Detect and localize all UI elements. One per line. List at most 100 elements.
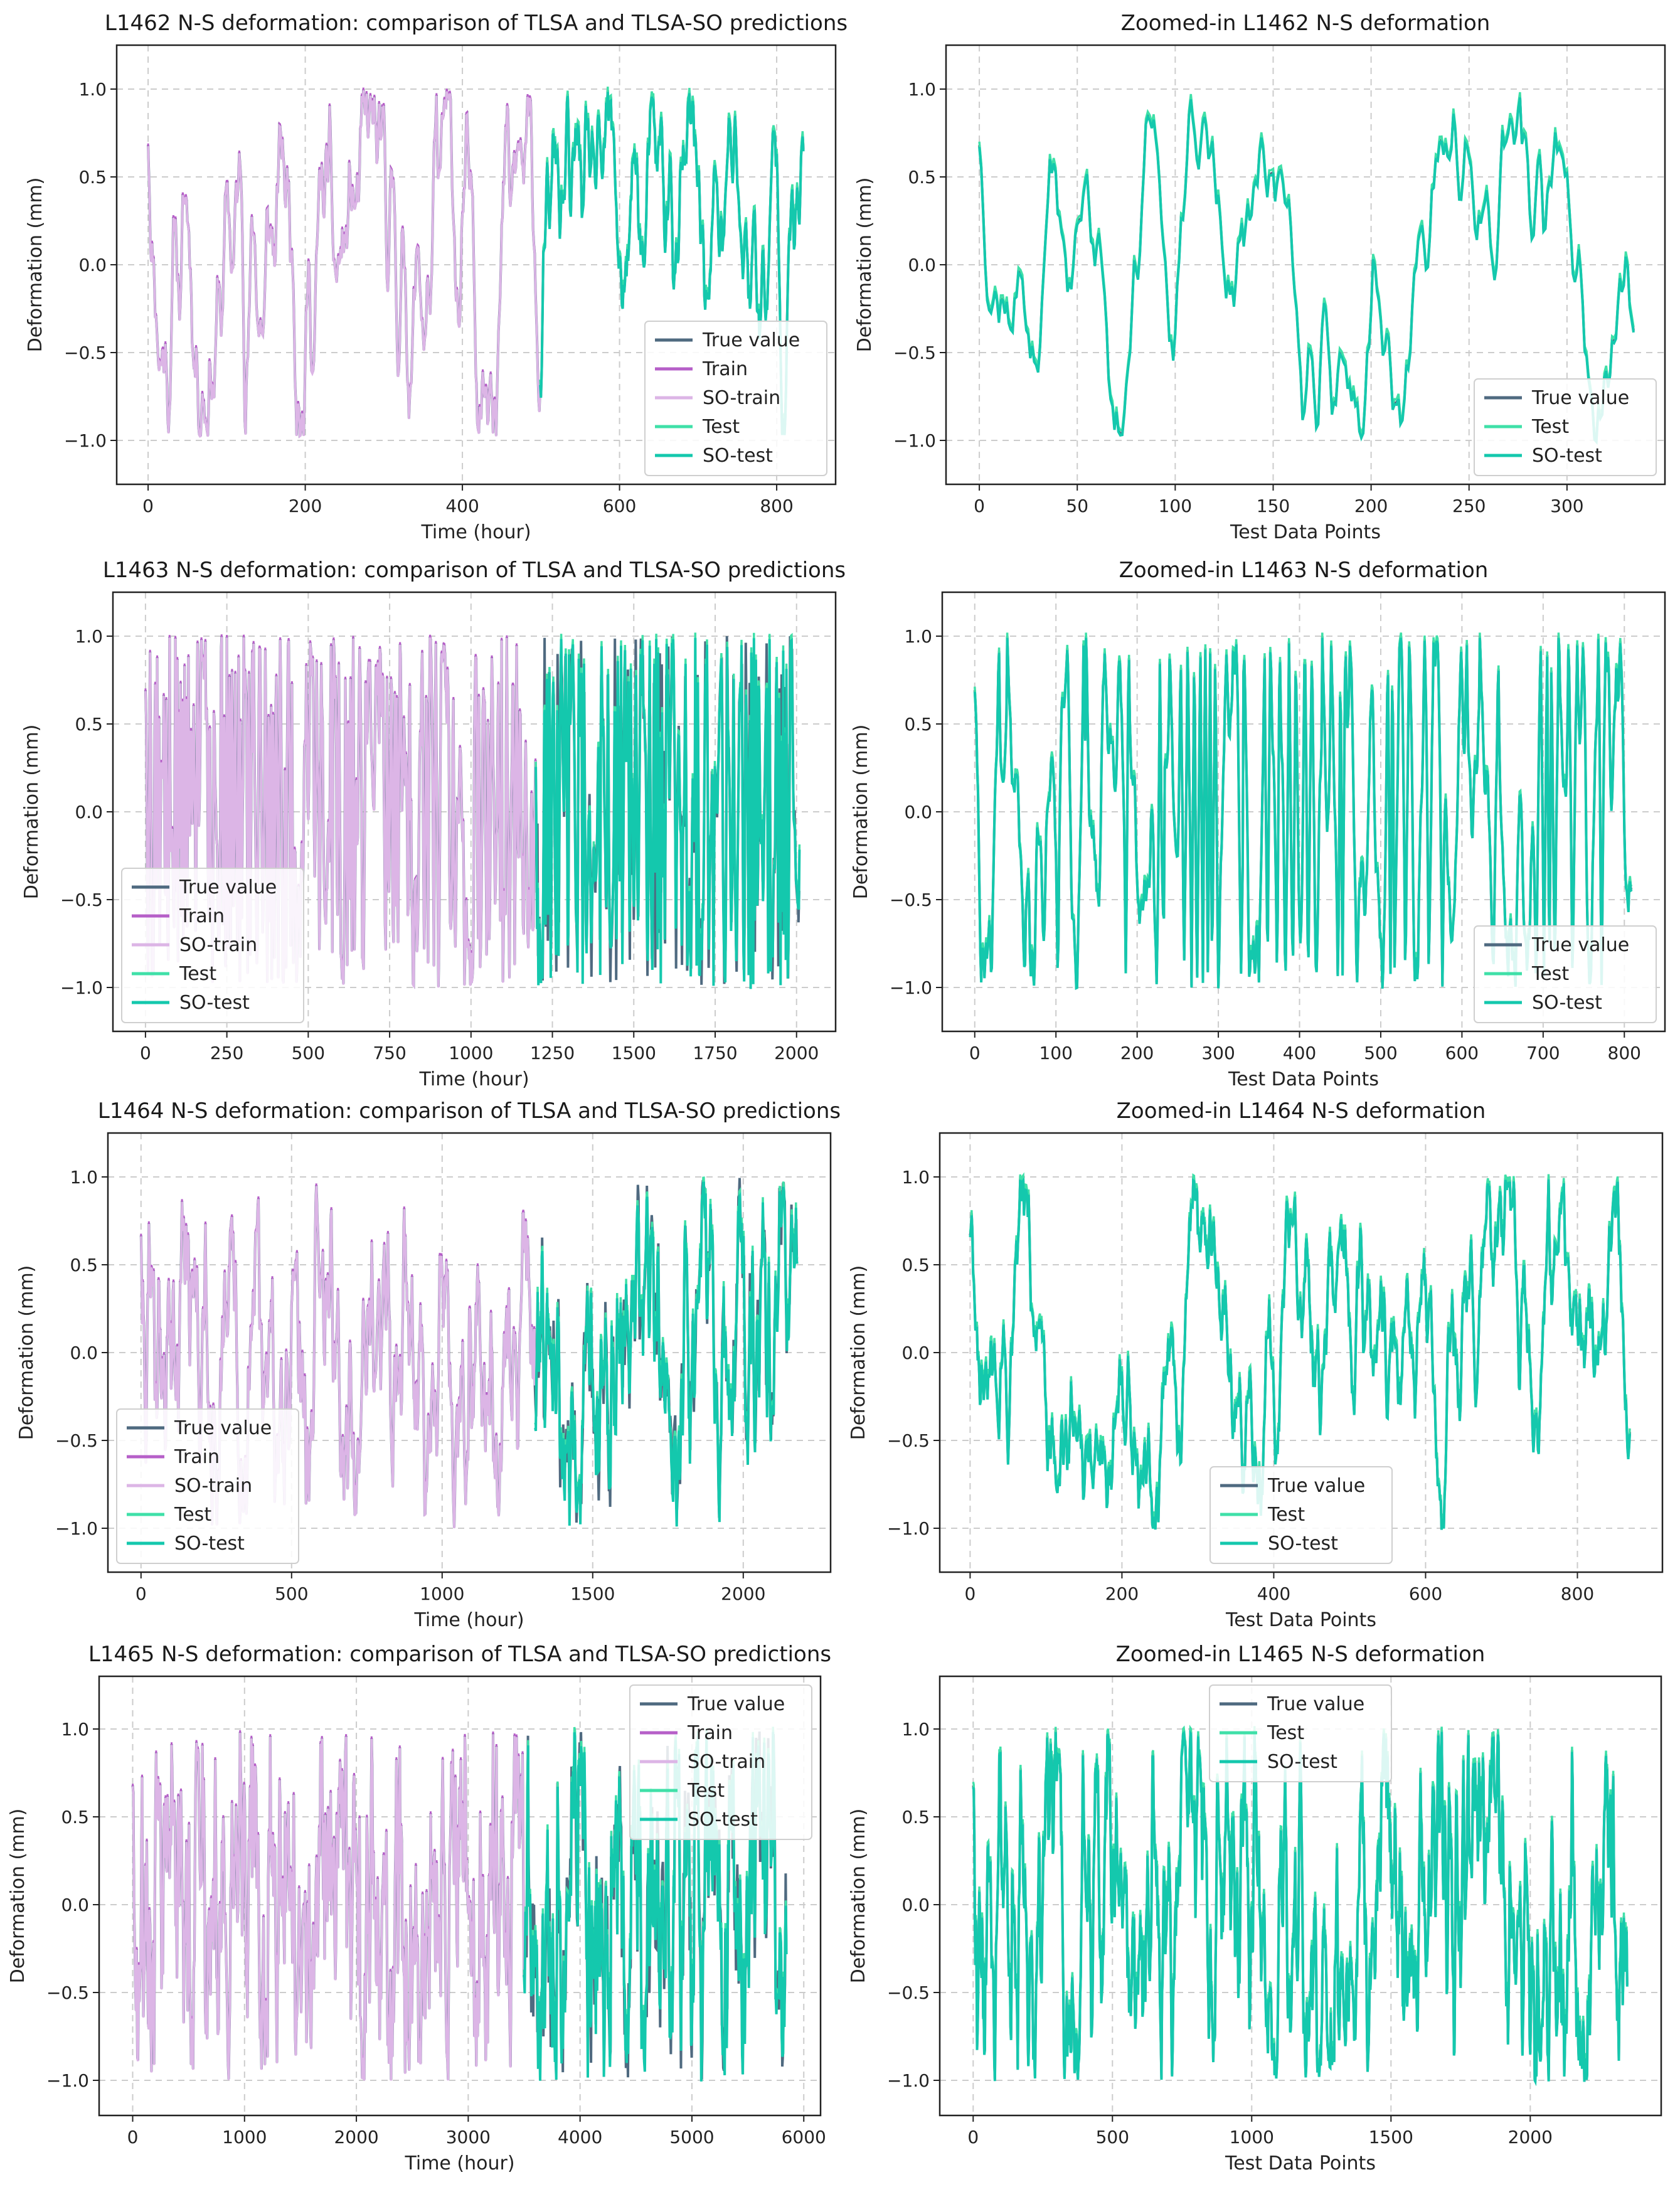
legend: True value Test SO-test (1474, 925, 1657, 1023)
legend-label: SO-train (179, 934, 257, 956)
y-tick-label: −1.0 (890, 977, 932, 998)
y-tick-label: −1.0 (64, 430, 107, 451)
legend-box (121, 868, 304, 1023)
y-tick-label: 1.0 (908, 79, 936, 100)
legend-label: Test (179, 963, 216, 985)
y-axis-label: Deformation (mm) (848, 1809, 869, 1984)
chart-panel-5: L1464 N-S deformation: comparison of TLS… (16, 1099, 841, 1631)
x-tick-label: 300 (1201, 1043, 1235, 1063)
legend-box (1474, 925, 1657, 1023)
legend-label: SO-train (703, 387, 780, 409)
chart-panel-1: L1462 N-S deformation: comparison of TLS… (24, 11, 848, 543)
x-tick-label: 300 (1550, 496, 1583, 516)
y-tick-label: 1.0 (70, 1167, 98, 1188)
y-tick-label: 0.5 (70, 1255, 98, 1275)
y-tick-label: −0.5 (60, 890, 103, 910)
x-tick-label: 500 (275, 1583, 308, 1604)
legend-box (116, 1408, 299, 1564)
chart-panel-2: Zoomed-in L1462 N-S deformation 0 50 100 150… (854, 11, 1666, 543)
legend-label: SO-test (174, 1533, 245, 1555)
x-tick-label: 0 (140, 1043, 151, 1063)
plot-frame (938, 1675, 1662, 2117)
y-tick-label: −0.5 (890, 890, 932, 910)
y-tick-label: −0.5 (893, 343, 936, 363)
x-tick-label: 2000 (774, 1043, 819, 1063)
x-tick-label: 250 (210, 1043, 243, 1063)
y-axis-label: Deformation (mm) (850, 725, 872, 900)
y-tick-label: 0.0 (70, 1343, 98, 1363)
series-line-so-test (523, 1732, 788, 2082)
plot-frame (115, 44, 837, 486)
y-axis-label: Deformation (mm) (854, 178, 876, 353)
chart-title: Zoomed-in L1464 N-S deformation (1117, 1099, 1486, 1124)
y-tick-label: −1.0 (893, 430, 936, 451)
y-tick-label: 0.5 (908, 167, 936, 188)
chart-title: Zoomed-in L1462 N-S deformation (1121, 11, 1491, 36)
series-lines (978, 92, 1635, 445)
series-line-so-test (973, 637, 1633, 991)
y-tick-label: 1.0 (78, 79, 107, 100)
legend-label: Test (1531, 963, 1569, 985)
legend-box (629, 1684, 812, 1840)
x-tick-label: 1000 (449, 1043, 493, 1063)
x-tick-label: 400 (1257, 1583, 1290, 1604)
x-tick-label: 0 (967, 2127, 979, 2147)
x-tick-label: 600 (603, 496, 636, 516)
chart-title: L1462 N-S deformation: comparison of TLS… (105, 11, 848, 36)
y-tick-label: −0.5 (887, 1430, 930, 1451)
x-tick-label: 150 (1257, 496, 1290, 516)
y-axis-label: Deformation (mm) (21, 725, 43, 900)
plot-frame (938, 1132, 1664, 1573)
y-tick-label: −1.0 (887, 2070, 930, 2091)
y-tick-label: 0.0 (901, 1343, 930, 1363)
legend: True value Train SO-train Test SO-test (121, 868, 304, 1023)
legend-label: Test (1531, 416, 1569, 438)
plot-frame (107, 1132, 832, 1573)
x-tick-label: 0 (127, 2127, 139, 2147)
x-tick-label: 5000 (669, 2127, 714, 2147)
x-tick-label: 0 (969, 1043, 981, 1063)
legend: True value Train SO-train Test SO-test (629, 1684, 812, 1840)
x-tick-label: 800 (1608, 1043, 1641, 1063)
x-tick-label: 500 (1364, 1043, 1397, 1063)
x-tick-label: 0 (136, 1583, 147, 1604)
y-tick-label: 0.0 (901, 1895, 930, 1915)
y-tick-label: 1.0 (901, 1719, 930, 1740)
x-tick-label: 200 (1120, 1043, 1154, 1063)
legend-label: Train (702, 358, 748, 380)
chart-panel-6: Zoomed-in L1464 N-S deformation 0 200 400 60… (848, 1099, 1664, 1631)
x-tick-label: 1000 (222, 2127, 267, 2147)
y-axis-label: Deformation (mm) (848, 1265, 869, 1440)
series-lines (973, 632, 1633, 991)
legend-label: True value (1267, 1475, 1365, 1497)
y-tick-label: 0.5 (904, 714, 932, 735)
x-tick-label: 200 (289, 496, 322, 516)
x-tick-label: 800 (1561, 1583, 1594, 1604)
x-tick-label: 2000 (334, 2127, 378, 2147)
x-tick-label: 200 (1354, 496, 1388, 516)
x-tick-label: 500 (1096, 2127, 1129, 2147)
x-tick-label: 600 (1409, 1583, 1442, 1604)
x-axis-label: Test Data Points (1225, 2152, 1376, 2174)
legend-box (1474, 378, 1657, 476)
x-tick-label: 0 (142, 496, 154, 516)
chart-title: L1463 N-S deformation: comparison of TLS… (103, 558, 846, 583)
y-tick-label: −0.5 (46, 1982, 89, 2003)
x-tick-label: 1000 (420, 1583, 464, 1604)
y-axis-label: Deformation (mm) (24, 178, 46, 353)
x-tick-label: 500 (292, 1043, 325, 1063)
legend: True value Test SO-test (1209, 1466, 1393, 1564)
x-axis-label: Time (hour) (418, 1068, 529, 1090)
chart-title: L1464 N-S deformation: comparison of TLS… (98, 1099, 841, 1124)
legend-label: SO-test (179, 992, 250, 1014)
x-tick-label: 800 (760, 496, 793, 516)
legend-label: SO-test (1267, 1751, 1337, 1773)
y-tick-label: −0.5 (64, 343, 107, 363)
legend-label: SO-test (1532, 992, 1602, 1014)
legend-label: True value (1267, 1693, 1364, 1715)
x-tick-label: 2000 (721, 1583, 765, 1604)
y-tick-label: 1.0 (901, 1167, 930, 1188)
legend-label: True value (1531, 387, 1629, 409)
x-tick-label: 3000 (446, 2127, 491, 2147)
chart-panel-7: L1465 N-S deformation: comparison of TLS… (7, 1642, 831, 2174)
